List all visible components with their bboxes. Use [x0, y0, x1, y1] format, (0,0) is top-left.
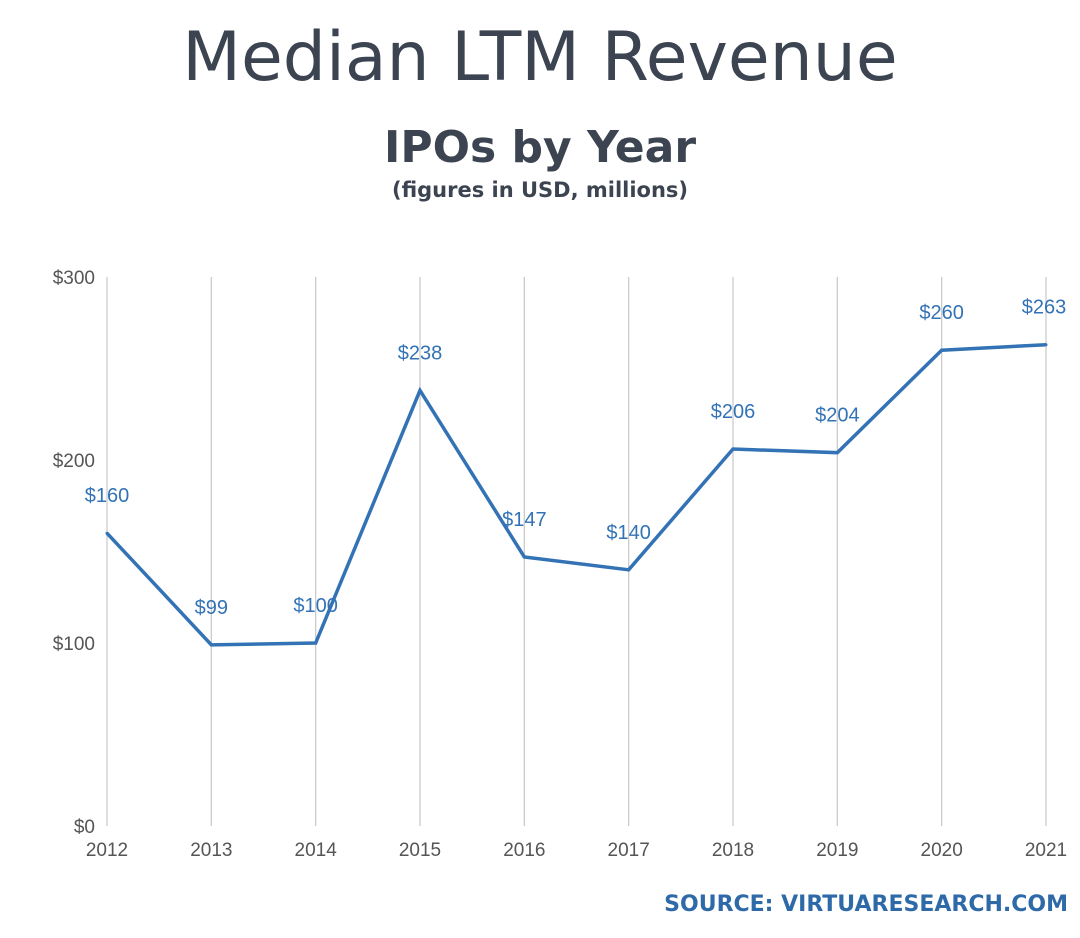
y-axis: $0 $100 $200 $300: [53, 268, 95, 838]
y-tick-label: $300: [53, 268, 95, 289]
data-label-2017: $140: [606, 522, 651, 544]
x-tick-label: 2014: [295, 840, 338, 861]
data-point-2014: [314, 641, 318, 645]
series-group: [105, 342, 1048, 647]
x-tick-label: 2016: [503, 840, 545, 861]
data-point-2021: [1044, 343, 1048, 347]
x-tick-label: 2017: [608, 840, 650, 861]
data-point-2020: [940, 348, 944, 352]
x-tick-label: 2018: [712, 840, 754, 861]
data-point-2016: [522, 555, 526, 559]
data-point-2018: [731, 447, 735, 451]
x-tick-label: 2012: [86, 840, 128, 861]
chart-subtitle: IPOs by Year: [383, 122, 697, 173]
units-note: (figures in USD, millions): [391, 178, 689, 202]
data-labels: $160 $99 $100 $238 $147 $140 $206 $204 $260 $263: [85, 297, 1067, 619]
data-label-2013: $99: [195, 597, 228, 619]
data-point-2012: [105, 531, 109, 535]
data-label-2012: $160: [85, 485, 130, 507]
x-tick-label: 2020: [921, 840, 963, 861]
grid-lines: [106, 277, 1047, 826]
y-tick-label: $200: [53, 451, 95, 472]
data-label-2021: $263: [1022, 297, 1067, 319]
data-label-2018: $206: [711, 401, 756, 423]
source-credit: SOURCE: VIRTUARESEARCH.COM: [664, 892, 1068, 917]
data-point-2015: [418, 388, 422, 392]
x-tick-label: 2013: [190, 840, 232, 861]
y-tick-label: $0: [74, 817, 95, 838]
series-line: [105, 342, 1047, 647]
data-point-2019: [835, 451, 839, 455]
data-label-2015: $238: [398, 342, 443, 364]
x-tick-label: 2019: [816, 840, 858, 861]
data-point-2013: [209, 643, 213, 647]
x-tick-label: 2015: [399, 840, 441, 861]
data-label-2019: $204: [815, 405, 860, 427]
data-label-2016: $147: [502, 509, 547, 531]
chart-title: Median LTM Revenue: [182, 18, 898, 97]
data-label-2014: $100: [293, 595, 338, 617]
data-label-2020: $260: [919, 302, 964, 324]
x-axis: 2012 2013 2014 2015 2016 2017 2018 2019 2020 2021: [86, 840, 1067, 861]
x-tick-label: 2021: [1025, 840, 1067, 861]
data-point-2017: [627, 568, 631, 572]
y-tick-label: $100: [53, 634, 95, 655]
